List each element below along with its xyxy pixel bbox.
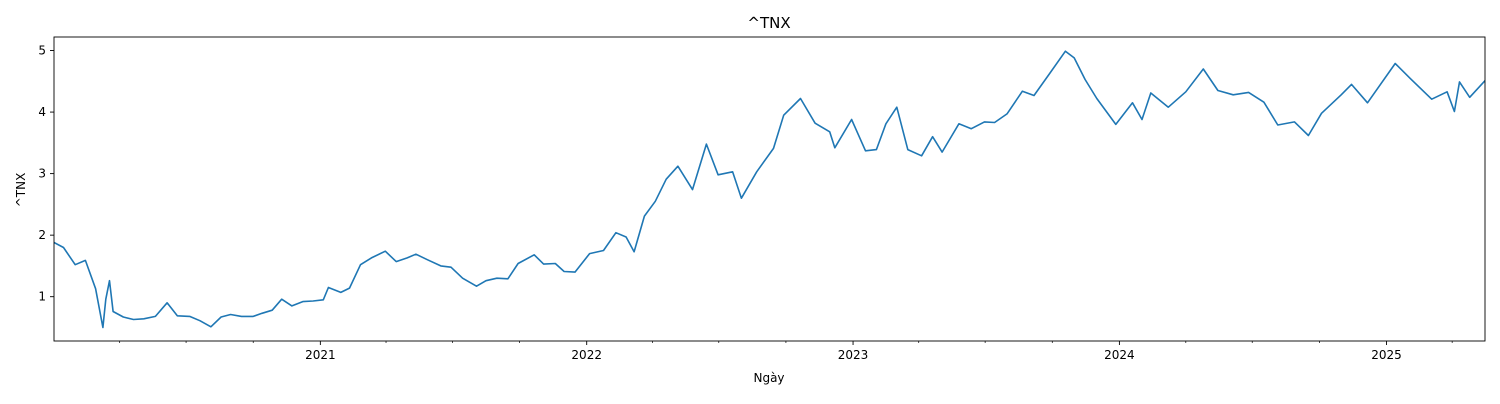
- x-tick-label: 2025: [1371, 348, 1402, 362]
- axes-frame: [53, 36, 1486, 342]
- chart-title: ^TNX: [747, 14, 790, 32]
- y-tick-label: 1: [38, 290, 46, 304]
- y-tick-label: 4: [38, 105, 46, 119]
- x-tick-label: 2021: [305, 348, 336, 362]
- axes: 1 2 3 4 5 2021 2022 2023 2024 2025: [38, 36, 1486, 362]
- x-tick-label: 2022: [571, 348, 602, 362]
- series-line-0: [54, 50, 1485, 329]
- x-axis-title: Ngày: [753, 371, 784, 385]
- x-tick-label: 2024: [1104, 348, 1135, 362]
- x-tick-label: 2023: [838, 348, 869, 362]
- y-tick-label: 5: [38, 44, 46, 58]
- y-tick-label: 2: [38, 228, 46, 242]
- y-axis-title: ^TNX: [14, 173, 28, 208]
- plot-area: [54, 50, 1485, 329]
- y-tick-label: 3: [38, 167, 46, 181]
